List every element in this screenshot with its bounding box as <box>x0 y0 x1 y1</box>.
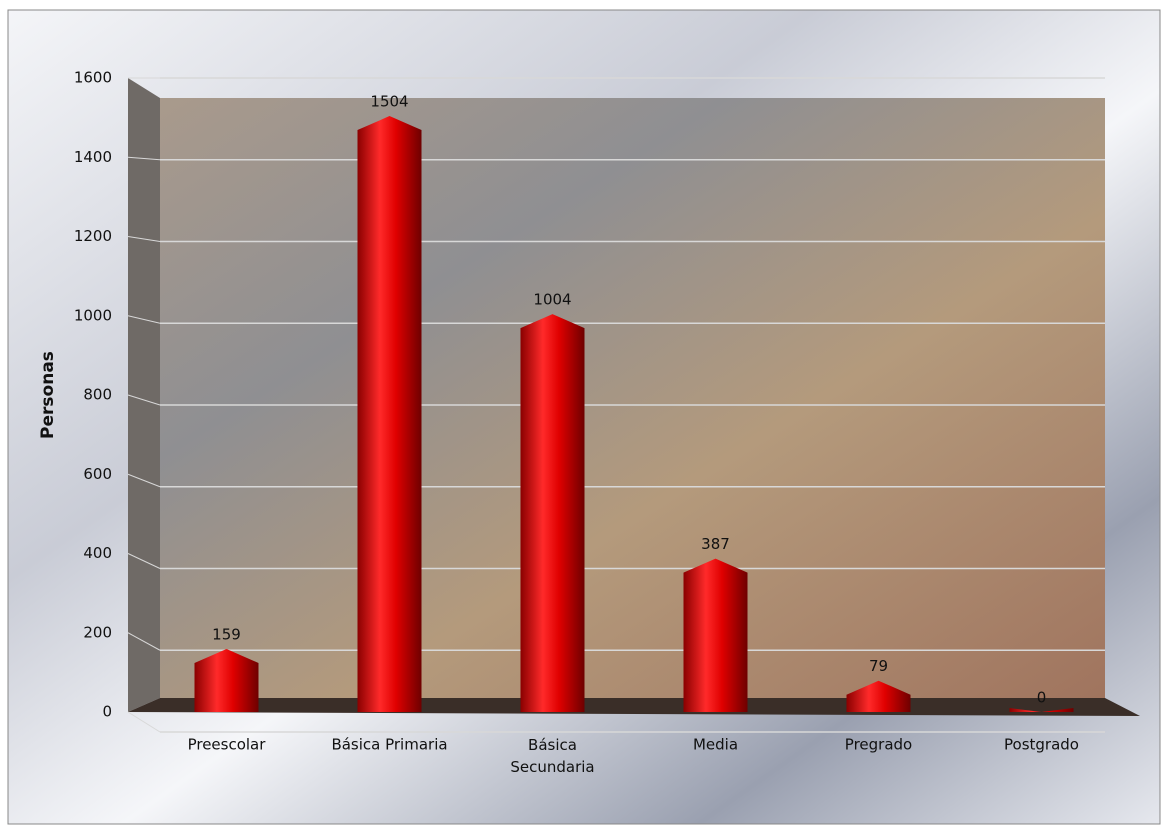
grid-line-side <box>127 315 161 324</box>
value-label: 1504 <box>370 93 408 111</box>
grid-line-side <box>127 632 161 651</box>
value-label: 159 <box>212 625 241 643</box>
value-label: 387 <box>701 535 730 553</box>
bar <box>520 314 585 712</box>
value-label: 1004 <box>533 291 571 309</box>
x-tick-label: Básica Primaria <box>331 736 447 754</box>
bar <box>1009 708 1074 712</box>
grid-line-side <box>127 473 161 488</box>
value-label: 79 <box>869 657 888 675</box>
y-tick-label: 1400 <box>74 148 112 166</box>
bar <box>357 116 422 713</box>
y-tick-label: 600 <box>83 465 112 483</box>
y-tick-label: 1600 <box>74 69 112 87</box>
value-label: 0 <box>1037 689 1047 707</box>
x-tick-label: Postgrado <box>1004 736 1079 754</box>
bar <box>846 680 911 712</box>
y-tick-label: 0 <box>102 703 112 721</box>
grid-line-side <box>127 236 161 242</box>
y-tick-label: 1200 <box>74 227 112 245</box>
grid-line-side <box>127 553 161 569</box>
x-tick-label: Preescolar <box>188 736 267 754</box>
grid-line-side <box>127 711 161 733</box>
y-tick-label: 1000 <box>74 306 112 324</box>
x-tick-label: Básica Secundaria <box>510 736 594 776</box>
y-tick-label: 200 <box>83 623 112 641</box>
grid-line-side <box>127 156 161 161</box>
y-tick-label: 400 <box>83 544 112 562</box>
x-tick-label: Pregrado <box>845 736 912 754</box>
background-photo <box>160 98 1105 698</box>
bar <box>194 648 259 712</box>
y-tick-label: 800 <box>83 386 112 404</box>
y-axis-title: Personas <box>38 351 58 439</box>
x-tick-label: Media <box>693 736 738 754</box>
bar <box>683 558 748 712</box>
grid-line-side <box>127 394 161 406</box>
side-wall <box>128 78 160 712</box>
